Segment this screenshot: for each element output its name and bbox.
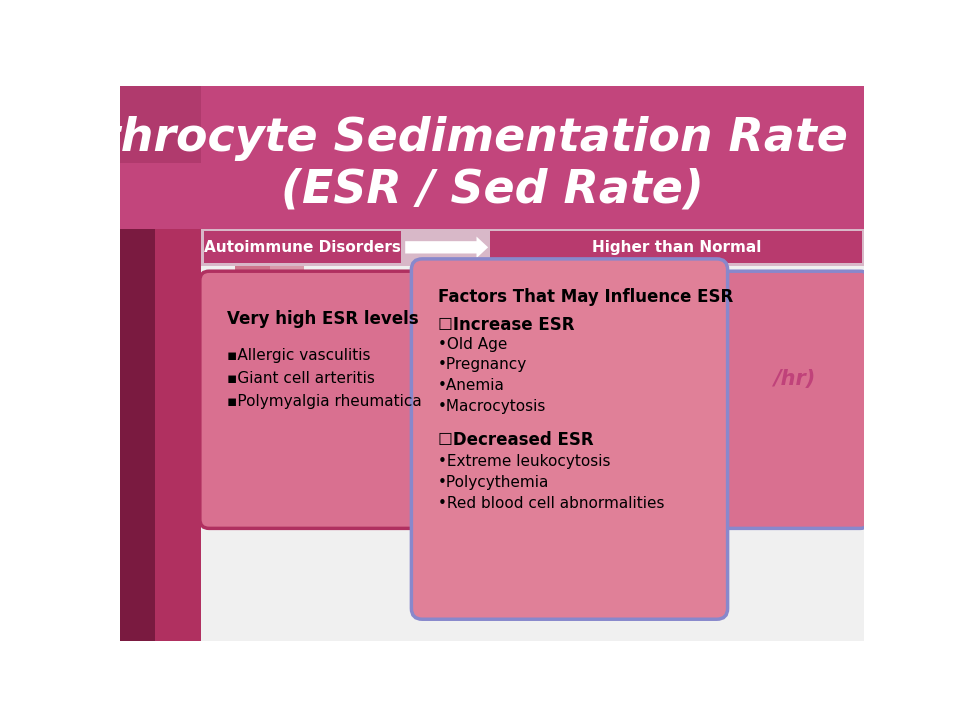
Text: •Polycythemia: •Polycythemia: [438, 475, 549, 490]
FancyBboxPatch shape: [200, 271, 423, 528]
FancyBboxPatch shape: [120, 86, 202, 641]
Text: ▪Allergic vasculitis: ▪Allergic vasculitis: [227, 348, 371, 363]
Text: •Extreme leukocytosis: •Extreme leukocytosis: [438, 454, 611, 469]
FancyBboxPatch shape: [204, 231, 401, 264]
Text: ▪Giant cell arteritis: ▪Giant cell arteritis: [227, 372, 374, 387]
FancyBboxPatch shape: [491, 231, 862, 264]
Text: ☐Increase ESR: ☐Increase ESR: [438, 316, 574, 334]
Text: /hr): /hr): [773, 369, 815, 389]
Text: Higher than Normal: Higher than Normal: [591, 240, 761, 255]
FancyBboxPatch shape: [202, 266, 864, 641]
FancyBboxPatch shape: [234, 266, 270, 474]
Text: ▪Polymyalgia rheumatica: ▪Polymyalgia rheumatica: [227, 395, 421, 410]
FancyBboxPatch shape: [270, 266, 304, 474]
Text: Factors That May Influence ESR: Factors That May Influence ESR: [438, 288, 733, 306]
Text: •Macrocytosis: •Macrocytosis: [438, 399, 546, 414]
Text: •Red blood cell abnormalities: •Red blood cell abnormalities: [438, 496, 664, 511]
FancyBboxPatch shape: [120, 86, 202, 163]
FancyBboxPatch shape: [202, 229, 864, 266]
Text: •Anemia: •Anemia: [438, 378, 505, 393]
Text: (ESR / Sed Rate): (ESR / Sed Rate): [280, 168, 704, 213]
FancyBboxPatch shape: [704, 271, 870, 528]
Text: •Pregnancy: •Pregnancy: [438, 357, 527, 372]
Text: Very high ESR levels: Very high ESR levels: [227, 310, 419, 328]
FancyBboxPatch shape: [412, 259, 728, 619]
FancyBboxPatch shape: [120, 86, 864, 229]
Text: Erythrocyte Sedimentation Rate Test: Erythrocyte Sedimentation Rate Test: [14, 116, 960, 161]
FancyBboxPatch shape: [155, 86, 202, 641]
Text: ☐Decreased ESR: ☐Decreased ESR: [438, 431, 593, 449]
Text: Autoimmune Disorders: Autoimmune Disorders: [204, 240, 401, 255]
Polygon shape: [405, 237, 488, 258]
Text: •Old Age: •Old Age: [438, 337, 507, 351]
